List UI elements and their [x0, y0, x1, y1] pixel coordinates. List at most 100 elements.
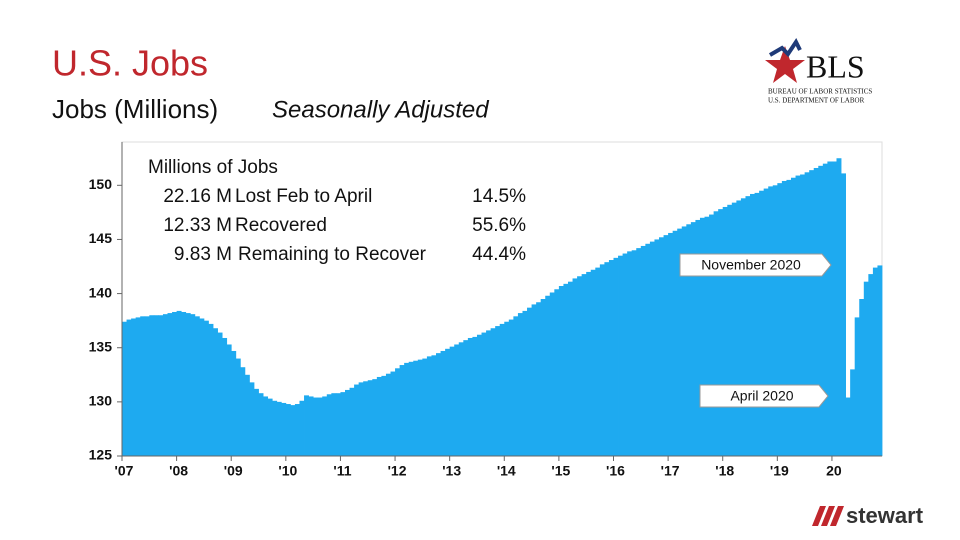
y-tick-label: 145: [89, 230, 113, 246]
bar: [131, 318, 137, 456]
bar: [549, 292, 555, 456]
bar: [185, 313, 191, 456]
bar: [527, 307, 532, 456]
bar: [449, 346, 455, 456]
bar: [827, 161, 833, 456]
logo-star: [765, 46, 805, 83]
bar: [440, 350, 446, 456]
x-tick-label: '07: [115, 463, 134, 479]
bar: [745, 196, 751, 456]
bar: [162, 314, 168, 456]
bar: [567, 281, 573, 456]
bar: [800, 174, 806, 456]
bar: [622, 253, 628, 456]
chart-title: U.S. Jobs: [52, 43, 208, 84]
x-tick-label: '17: [661, 463, 680, 479]
bar: [126, 319, 132, 456]
bar: [381, 375, 387, 456]
bar: [659, 237, 664, 456]
bar: [122, 321, 127, 456]
bar: [777, 183, 783, 456]
bar: [740, 198, 746, 456]
bar: [508, 319, 514, 456]
bar: [495, 326, 501, 456]
bar: [581, 274, 587, 456]
bar: [627, 251, 633, 456]
bar: [813, 167, 819, 456]
bar: [499, 323, 505, 456]
x-tick-label: '08: [169, 463, 188, 479]
bls-logo: BLS BUREAU OF LABOR STATISTICS U.S. DEPA…: [765, 38, 872, 105]
bar: [636, 248, 642, 456]
bar: [809, 170, 815, 456]
bar: [572, 278, 578, 456]
bar: [850, 369, 856, 456]
x-tick-label: 20: [826, 463, 842, 479]
bar-group: [122, 158, 883, 457]
bar: [354, 384, 360, 456]
x-tick-label: '10: [278, 463, 297, 479]
y-tick-label: 135: [89, 338, 113, 354]
bar: [599, 264, 605, 456]
bar: [463, 340, 469, 456]
bar: [326, 394, 332, 456]
x-tick-label: '11: [333, 463, 351, 479]
bar: [199, 318, 205, 456]
bar: [536, 302, 542, 456]
bar: [695, 219, 701, 456]
bar: [595, 267, 601, 456]
stat-label: Recovered: [235, 215, 327, 236]
bar: [203, 320, 209, 456]
bar: [577, 276, 583, 456]
stat-label: Remaining to Recover: [238, 244, 427, 265]
bar: [563, 283, 569, 456]
bar: [249, 382, 255, 456]
bar: [822, 163, 828, 457]
bar: [768, 186, 774, 456]
bar: [672, 230, 678, 456]
logo-mark: [830, 506, 844, 526]
bar: [727, 204, 733, 456]
bar: [226, 344, 232, 456]
stats-title: Millions of Jobs: [148, 157, 278, 178]
logo-stripe: [768, 38, 802, 58]
bar: [376, 376, 382, 456]
bar: [781, 180, 787, 456]
stewart-logo: stewart: [812, 503, 924, 528]
bar: [308, 396, 314, 456]
bar: [786, 179, 792, 456]
bar: [317, 397, 323, 456]
bar: [194, 316, 200, 456]
bar: [517, 313, 523, 456]
bar: [263, 396, 269, 456]
stat-amount: 9.83 M: [174, 244, 232, 265]
bar: [586, 271, 592, 456]
bar: [294, 404, 300, 456]
bar: [167, 313, 173, 456]
stat-amount: 22.16 M: [163, 186, 232, 207]
bar: [759, 190, 765, 457]
bar: [877, 265, 883, 456]
bar: [267, 398, 273, 456]
bar: [818, 165, 824, 457]
chart-subtitle: Jobs (Millions): [52, 94, 218, 124]
y-tick-label: 140: [89, 284, 113, 300]
bar: [754, 192, 760, 456]
bar: [640, 245, 646, 456]
y-tick-label: 150: [89, 176, 113, 192]
logo-line: BUREAU OF LABOR STATISTICS: [768, 88, 872, 96]
bar: [763, 188, 769, 456]
x-tick-label: '14: [497, 463, 516, 479]
bar: [631, 250, 637, 456]
stat-share: 44.4%: [472, 244, 526, 265]
bar: [467, 337, 473, 456]
callout-box: [679, 253, 832, 277]
bar: [681, 226, 687, 456]
bar: [872, 267, 878, 456]
bar: [704, 216, 710, 456]
bar: [144, 316, 150, 456]
logo-mark: [821, 506, 835, 526]
bar: [445, 348, 451, 456]
